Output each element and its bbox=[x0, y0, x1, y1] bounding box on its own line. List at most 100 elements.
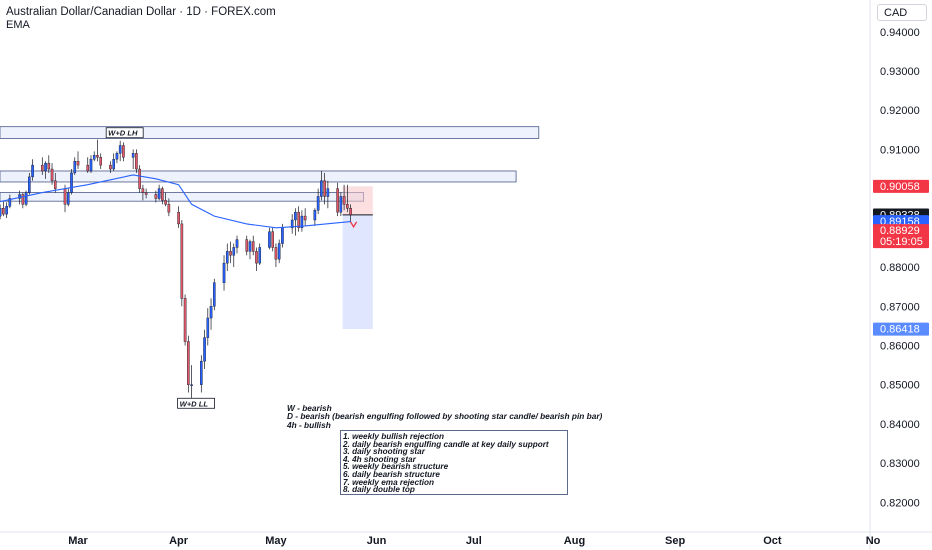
candle-body bbox=[31, 164, 34, 178]
candle-body bbox=[73, 160, 77, 174]
candle-body bbox=[232, 247, 236, 256]
candle-body bbox=[326, 188, 330, 197]
candle-body bbox=[229, 251, 232, 256]
candle-body bbox=[290, 219, 294, 229]
candle-body bbox=[164, 200, 167, 205]
candle-body bbox=[255, 251, 258, 264]
candle-body bbox=[18, 194, 21, 199]
candle-body bbox=[92, 155, 96, 160]
bias-4h: 4h - bullish bbox=[287, 419, 331, 430]
candle-body bbox=[274, 247, 278, 260]
y-tick-label: 0.85000 bbox=[880, 380, 920, 392]
y-tick-label: 0.91000 bbox=[880, 144, 920, 156]
bias-daily: D - bearish (bearish engulfing followed … bbox=[287, 411, 603, 422]
candle-body bbox=[187, 341, 190, 385]
candle-body bbox=[131, 153, 135, 158]
candle-body bbox=[28, 176, 31, 193]
candle-body bbox=[8, 198, 12, 207]
candle-body bbox=[346, 204, 349, 209]
y-tick-label: 0.84000 bbox=[880, 419, 920, 431]
down-arrow-icon bbox=[350, 221, 358, 229]
price-tag bbox=[873, 179, 929, 193]
x-tick-label: Oct bbox=[763, 535, 782, 547]
candle-body bbox=[268, 231, 271, 248]
candle-body bbox=[209, 306, 213, 319]
annotation-box bbox=[177, 397, 215, 409]
price-tag-label: 0.90058 bbox=[880, 181, 920, 193]
candle-body bbox=[135, 153, 138, 170]
note-item: 5. weekly bearish structure bbox=[343, 462, 449, 472]
candle-body bbox=[225, 251, 229, 264]
bias-weekly: W - bearish bbox=[287, 403, 332, 413]
candle-body bbox=[96, 155, 99, 158]
candle-body bbox=[281, 227, 284, 244]
candle-body bbox=[63, 188, 67, 205]
candle-body bbox=[86, 164, 90, 172]
currency-button[interactable]: CAD bbox=[877, 4, 927, 21]
candle-body bbox=[248, 241, 252, 252]
candle-body bbox=[316, 196, 320, 211]
candle-body bbox=[245, 239, 249, 252]
candle-body bbox=[41, 164, 44, 172]
annotation-label: W+D LL bbox=[180, 399, 209, 408]
candle-body bbox=[2, 208, 5, 215]
candle-body bbox=[222, 262, 226, 283]
candle-body bbox=[44, 162, 47, 172]
candle-body bbox=[76, 160, 80, 166]
candle-body bbox=[167, 204, 171, 213]
x-tick-label: Jun bbox=[367, 535, 387, 547]
candle-body bbox=[138, 168, 141, 189]
candle-body bbox=[212, 282, 216, 307]
candle-body bbox=[313, 209, 317, 221]
candle-body bbox=[50, 168, 54, 181]
candle-body bbox=[24, 192, 28, 205]
candle-body bbox=[141, 188, 145, 193]
note-item: 1. weekly bullish rejection bbox=[343, 432, 445, 441]
note-item: 6. daily bearish structure bbox=[343, 469, 440, 479]
candle-body bbox=[190, 384, 193, 386]
candle-body bbox=[294, 211, 297, 221]
candle-body bbox=[118, 145, 122, 154]
candle-body bbox=[258, 247, 262, 264]
candle-body bbox=[183, 298, 187, 342]
supply-zone bbox=[0, 126, 540, 139]
candle-body bbox=[271, 231, 275, 248]
candle-body bbox=[5, 206, 8, 215]
candle-body bbox=[122, 145, 125, 158]
candle-body bbox=[47, 162, 51, 170]
candle-body bbox=[157, 188, 161, 199]
candle-body bbox=[323, 180, 326, 197]
candle-body bbox=[112, 159, 115, 170]
candle-body bbox=[235, 239, 239, 248]
price-tag-label: 0.86418 bbox=[880, 324, 920, 336]
candle-body bbox=[297, 211, 300, 229]
take-profit-zone bbox=[342, 214, 373, 329]
x-tick-label: Sep bbox=[665, 535, 685, 547]
y-tick-label: 0.88000 bbox=[880, 262, 920, 274]
chart-title: Australian Dollar/Canadian Dollar · 1D ·… bbox=[6, 6, 276, 18]
y-tick-label: 0.93000 bbox=[880, 66, 920, 78]
candle-body bbox=[144, 192, 148, 195]
indicator-label[interactable]: EMA bbox=[6, 19, 30, 31]
candle-body bbox=[154, 194, 158, 199]
note-item: 4. 4h shooting star bbox=[343, 454, 416, 464]
ema-line bbox=[0, 174, 351, 229]
note-item: 2. daily bearish engulfing candle at key… bbox=[343, 439, 549, 449]
supply-zone bbox=[0, 192, 364, 202]
x-tick-label: Aug bbox=[564, 535, 585, 547]
y-tick-label: 0.94000 bbox=[880, 27, 920, 39]
note-item: 3. daily shooting star bbox=[343, 447, 425, 457]
candle-body bbox=[206, 317, 210, 338]
candle-body bbox=[180, 223, 184, 299]
annotation-box bbox=[105, 127, 144, 139]
y-tick-label: 0.83000 bbox=[880, 458, 920, 470]
y-tick-label: 0.92000 bbox=[880, 105, 920, 117]
x-tick-label: Apr bbox=[169, 535, 189, 547]
candle-body bbox=[277, 243, 281, 260]
price-tag-label: 0.88929 bbox=[880, 225, 920, 237]
candle-body bbox=[203, 337, 206, 362]
candle-body bbox=[300, 215, 304, 229]
candle-body bbox=[251, 241, 255, 252]
candle-body bbox=[336, 188, 339, 213]
